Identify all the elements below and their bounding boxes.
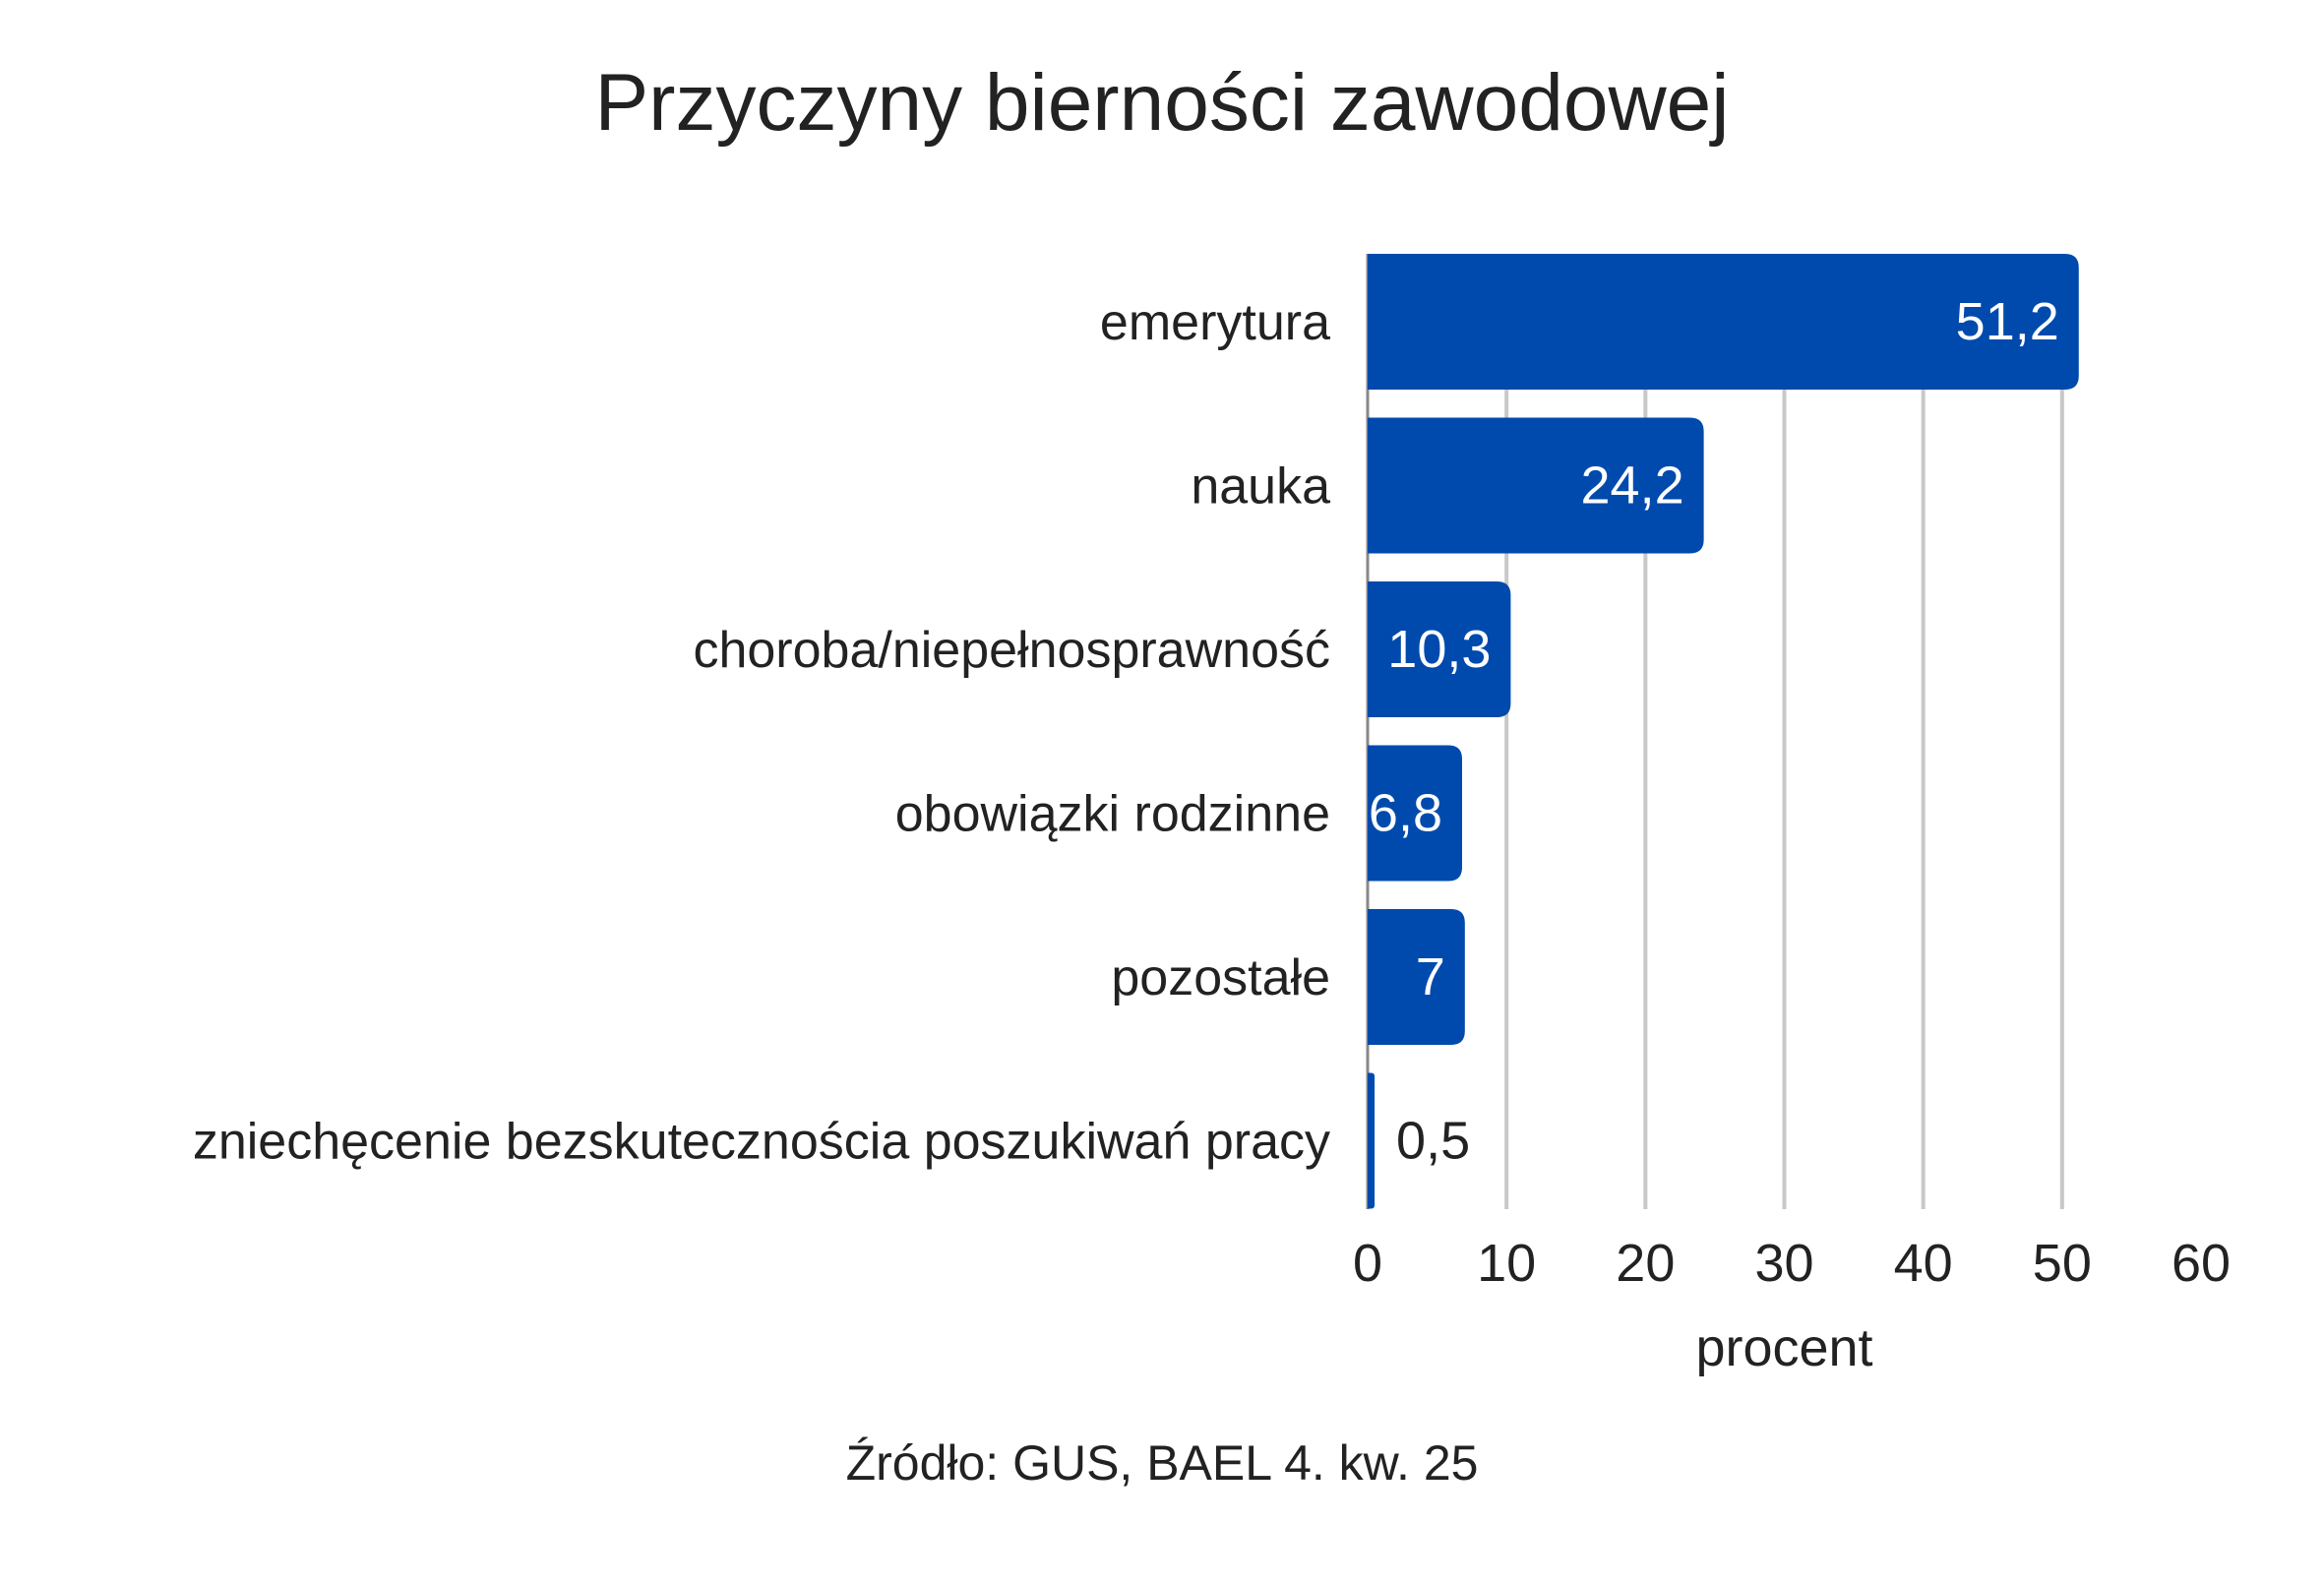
x-tick-label: 0 [1353,1234,1382,1293]
x-tick-label: 30 [1754,1234,1813,1293]
x-axis-title: procent [1695,1318,1872,1377]
bar [1368,581,1511,717]
category-label: choroba/niepełnosprawność [693,622,1330,679]
category-label: obowiązki rodzinne [895,786,1330,843]
category-label: nauka [1191,458,1330,516]
bar [1368,909,1465,1045]
category-label: zniechęcenie bezskutecznościa poszukiwań… [193,1114,1330,1171]
source-note: Źródło: GUS, BAEL 4. kw. 25 [845,1435,1479,1491]
x-tick-label: 10 [1477,1234,1536,1293]
x-tick-label: 40 [1894,1234,1953,1293]
bar [1368,1072,1376,1209]
data-label: 10,3 [1387,620,1491,679]
data-label: 7 [1416,947,1445,1006]
category-label: emerytura [1100,294,1330,351]
x-tick-label: 50 [2033,1234,2092,1293]
x-tick-label: 60 [2171,1234,2231,1293]
data-label: 0,5 [1396,1112,1470,1171]
x-tick-label: 20 [1616,1234,1675,1293]
bar [1368,254,2079,390]
bar [1368,417,1704,554]
chart-title: Przyczyny bierności zawodowej [594,58,1730,148]
data-label: 24,2 [1581,457,1684,516]
bar [1368,745,1462,882]
data-label: 51,2 [1956,292,2059,351]
data-label: 6,8 [1369,784,1442,843]
category-label: pozostałe [1111,949,1330,1006]
